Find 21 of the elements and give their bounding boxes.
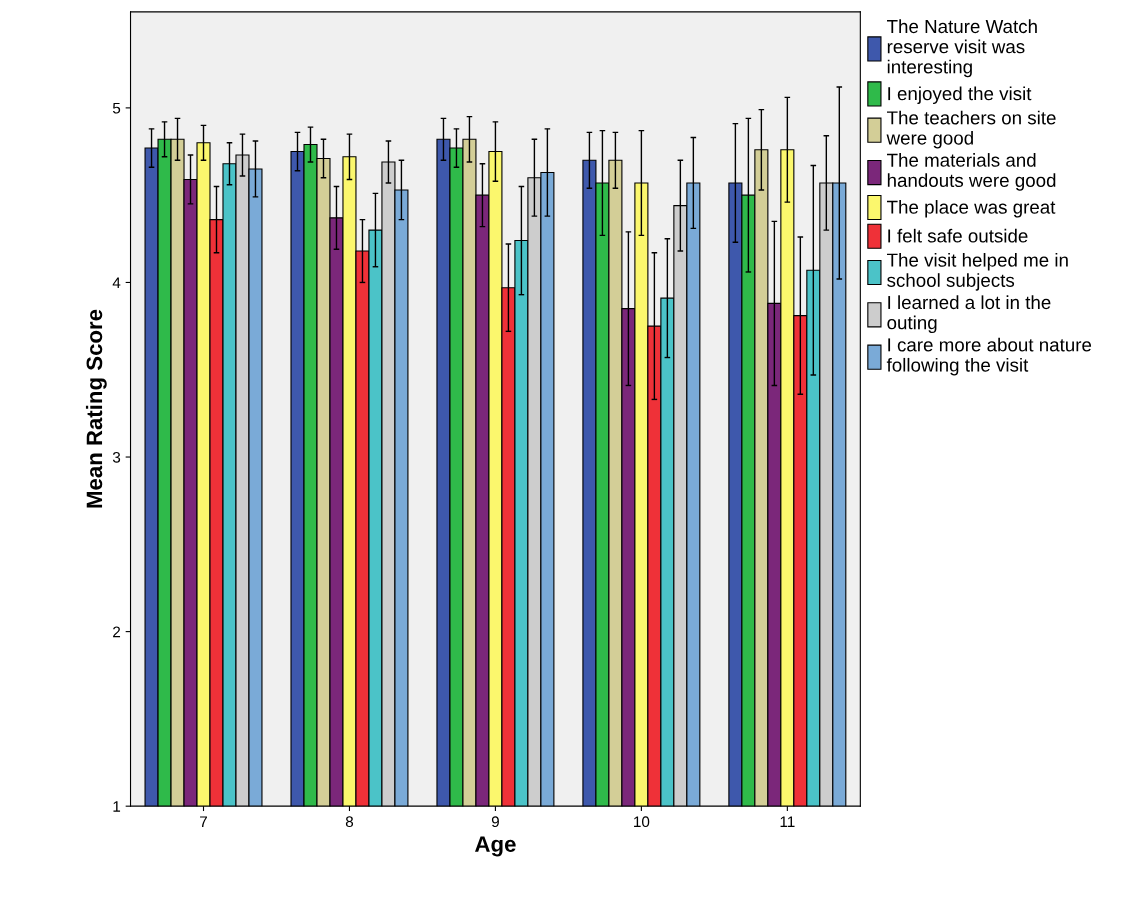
legend-label: The teachers on site were good [886,110,1056,149]
y-tick-label: 4 [112,277,121,288]
x-tick-label: 8 [345,816,354,828]
y-axis-title: Mean Rating Score [85,309,107,508]
x-tick-label: 9 [491,816,499,828]
legend-label: The Nature Watch reserve visit was interesting [887,19,1037,78]
legend-label: I care more about nature following the visit [886,337,1092,376]
y-tick-label: 5 [112,102,121,114]
x-axis-title: Age [474,836,516,857]
y-tick-label: 2 [113,626,121,638]
x-tick-label: 11 [780,816,795,827]
y-tick-label: 3 [112,451,121,463]
legend-label: I enjoyed the visit [888,86,1032,105]
legend-label: I felt safe outside [888,228,1028,243]
legend-label: I learned a lot in the outing [887,295,1051,334]
legend-label: The visit helped me in school subjects [887,253,1068,291]
legend-label: The materials and handouts were good [887,153,1056,191]
legend-label: The place was great [887,200,1056,218]
y-tick-label: 1 [113,801,121,812]
x-tick-label: 10 [634,816,650,828]
x-tick-label: 7 [200,816,207,827]
